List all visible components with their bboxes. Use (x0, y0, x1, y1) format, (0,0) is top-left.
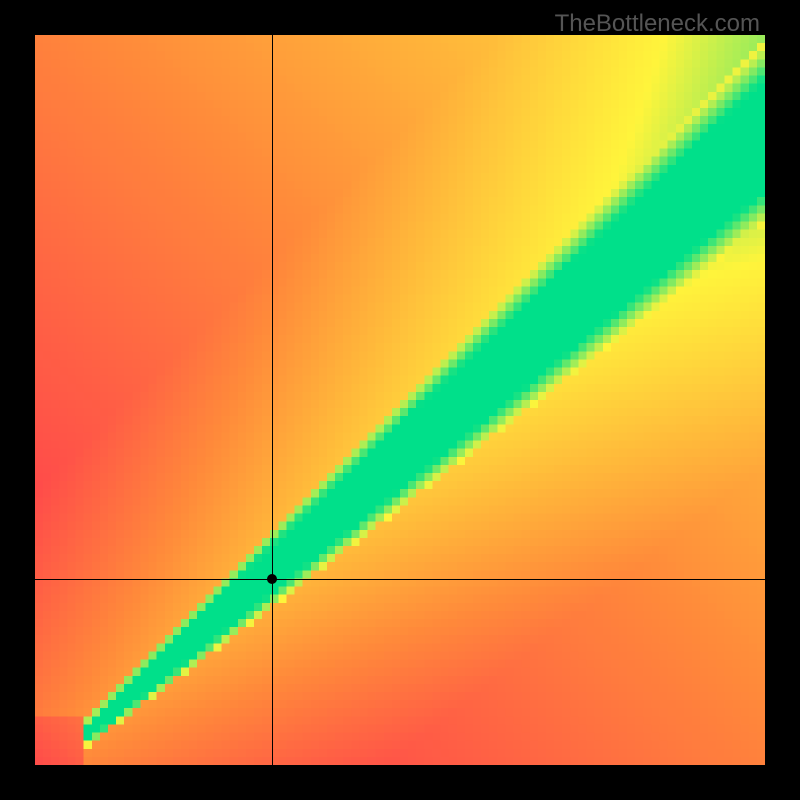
bottleneck-heatmap (35, 35, 765, 765)
data-point-marker (267, 574, 277, 584)
watermark: TheBottleneck.com (555, 10, 760, 38)
crosshair-horizontal (35, 579, 765, 580)
crosshair-vertical (272, 35, 273, 765)
